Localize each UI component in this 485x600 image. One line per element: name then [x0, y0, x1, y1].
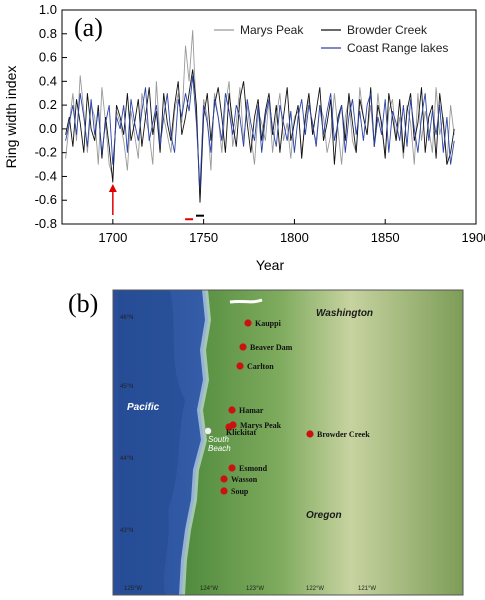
- y-tick-label: 0.0: [39, 121, 57, 136]
- ocean-trench: [118, 290, 185, 595]
- series-line-browder-creek: [65, 69, 455, 203]
- annotations: [108, 184, 204, 221]
- red-arrow-head: [108, 184, 117, 192]
- map-panel-b: 46°N 45°N 44°N 43°N 125°W 124°W 123°W 122°W 121…: [113, 290, 463, 595]
- site-marker-browder-creek: [306, 430, 314, 438]
- y-tick-label: -0.8: [35, 216, 57, 231]
- site-marker-carlton: [236, 362, 244, 370]
- site-marker-klickitat: [225, 423, 233, 431]
- y-ticks: -0.8 -0.6 -0.4 -0.2 0.0 0.2 0.4 0.6 0.8 1.0: [35, 2, 67, 231]
- lon-label: 123°W: [246, 586, 264, 592]
- y-axis-title: Ring width index: [3, 66, 19, 169]
- site-marker-south-beach: [204, 427, 212, 435]
- site-marker-kauppi: [244, 319, 252, 327]
- y-tick-label: 0.4: [39, 73, 57, 88]
- site-label-browder-creek: Browder Creek: [317, 430, 370, 439]
- x-tick-label: 1750: [189, 230, 218, 245]
- y-tick-label: -0.2: [35, 145, 57, 160]
- site-label-south-beach-2: Beach: [208, 444, 231, 453]
- lon-labels: 125°W 124°W 123°W 122°W 121°W: [124, 586, 376, 592]
- y-tick-label: 1.0: [39, 2, 57, 17]
- columbia-river: [229, 298, 263, 304]
- site-marker-esmond: [228, 464, 236, 472]
- site-label-kauppi: Kauppi: [255, 319, 282, 328]
- site-label-wasson: Wasson: [231, 475, 258, 484]
- land: [182, 290, 463, 595]
- site-marker-wasson: [220, 475, 228, 483]
- site-label-hamar: Hamar: [239, 406, 264, 415]
- legend-label-coast-range-lakes: Coast Range lakes: [347, 41, 448, 55]
- y-tick-label: -0.6: [35, 192, 57, 207]
- region-pacific: Pacific: [127, 402, 160, 413]
- lat-labels: 46°N 45°N 44°N 43°N: [120, 315, 133, 534]
- region-oregon: Oregon: [306, 510, 342, 521]
- x-tick-label: 1800: [280, 230, 309, 245]
- lat-label: 43°N: [120, 528, 133, 534]
- lon-label: 124°W: [200, 586, 218, 592]
- site-label-klickitat: Klickitat: [226, 428, 257, 437]
- legend: Marys Peak Browder Creek Coast Range lak…: [214, 23, 448, 55]
- site-label-beaver-dam: Beaver Dam: [250, 343, 293, 352]
- x-axis-title: Year: [256, 257, 285, 273]
- site-marker-hamar: [228, 406, 236, 414]
- site-label-soup: Soup: [231, 487, 249, 496]
- x-tick-label: 1850: [371, 230, 400, 245]
- site-marker-soup: [220, 487, 228, 495]
- region-washington: Washington: [316, 308, 373, 319]
- lon-label: 122°W: [306, 586, 324, 592]
- series-line-coast-range-lakes: [65, 75, 455, 189]
- series-lines: [65, 30, 455, 203]
- site-label-esmond: Esmond: [239, 464, 268, 473]
- coastline: [179, 290, 212, 595]
- chart-panel-a: (a) Year Ring width index -0.8-0.6-0.4-0…: [3, 2, 485, 273]
- lat-label: 46°N: [120, 315, 133, 321]
- panel-label-b: (b): [68, 289, 98, 318]
- y-tick-label: -0.4: [35, 168, 57, 183]
- y-tick-label: 0.2: [39, 97, 57, 112]
- lat-label: 44°N: [120, 456, 133, 462]
- x-tick-label: 1900: [462, 230, 485, 245]
- x-tick-label: 1700: [98, 230, 127, 245]
- lon-label: 121°W: [358, 586, 376, 592]
- panel-label-a: (a): [74, 13, 103, 42]
- legend-label-marys-peak: Marys Peak: [240, 23, 304, 37]
- lat-label: 45°N: [120, 384, 133, 390]
- map-sites: Kauppi Beaver Dam Carlton Hamar Marys PeakKl…: [204, 319, 370, 496]
- legend-label-browder-creek: Browder Creek: [347, 23, 428, 37]
- map-frame: [112, 289, 464, 596]
- y-tick-label: 0.6: [39, 50, 57, 65]
- site-label-south-beach: South: [208, 435, 229, 444]
- lon-label: 125°W: [124, 586, 142, 592]
- plot-frame: [61, 9, 477, 225]
- site-label-carlton: Carlton: [247, 362, 274, 371]
- site-label-marys-peak: Marys Peak: [240, 421, 282, 430]
- y-tick-label: 0.8: [39, 26, 57, 41]
- site-marker-beaver-dam: [239, 343, 247, 351]
- x-ticks: 1700 1750 1800 1850 1900: [98, 219, 485, 245]
